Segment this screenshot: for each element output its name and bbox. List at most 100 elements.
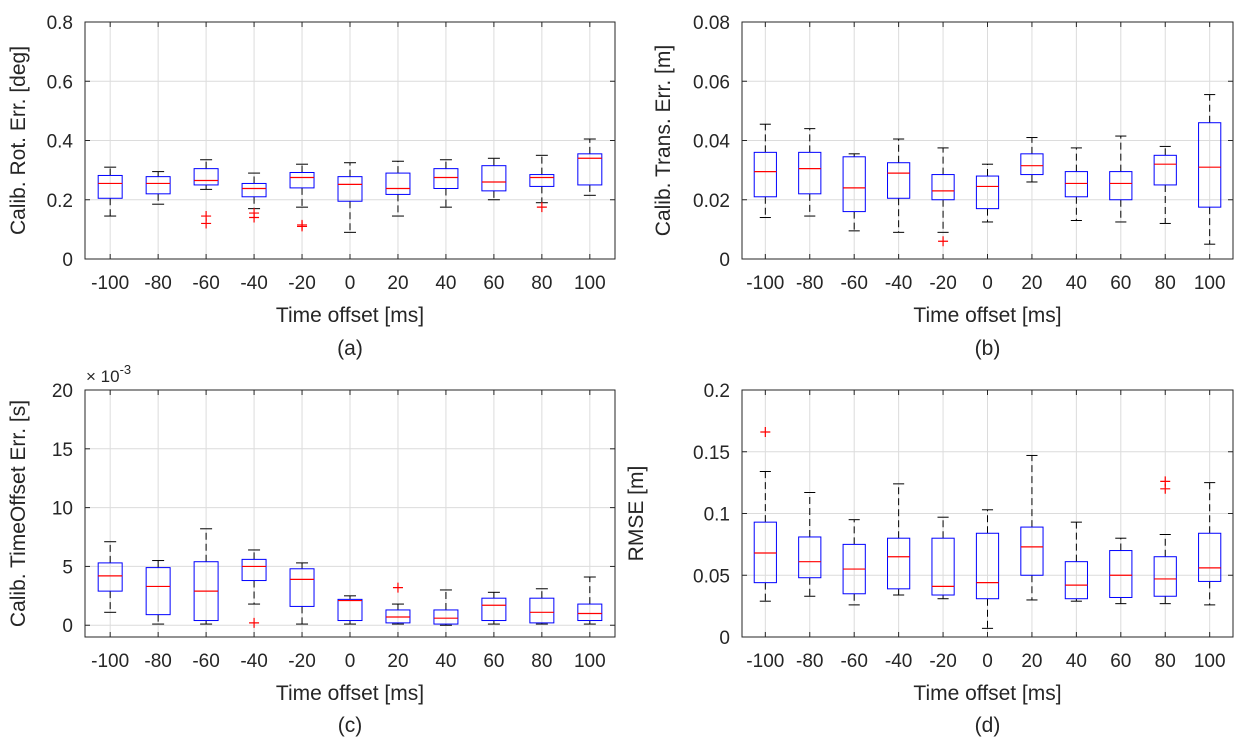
outlier-marker [536,202,547,213]
y-tick-label: 0.1 [704,505,730,526]
box--60 [193,159,219,229]
iqr-box [97,174,123,199]
box--100 [97,541,123,613]
iqr-box [529,174,555,187]
box-60 [481,591,507,625]
y-tick-label: 0 [719,628,730,649]
iqr-box [887,162,911,199]
box-40 [433,159,459,208]
y-tick-label: 0.08 [693,13,730,34]
outlier-marker [201,218,212,229]
outlier-marker [297,221,308,232]
chart-panel-d: 0 0.05 0.1 0.15 0.2 -100 -80 -60 -40 -20 0 20 40 60 80… [625,381,1234,737]
iqr-box [145,176,171,195]
y-axis-label: Calib. Rot. Err. [deg] [7,46,30,235]
x-tick-label: -20 [288,273,315,294]
y-tick-label: 0 [719,250,730,271]
iqr-box [481,597,507,622]
x-tick-label: 40 [1066,273,1087,294]
iqr-box [337,598,363,622]
iqr-box [385,172,411,195]
iqr-box [1064,561,1088,600]
iqr-box [97,562,123,592]
x-tick-label: 40 [435,651,456,672]
x-tick-label: 80 [1155,651,1176,672]
outlier-marker [760,426,771,437]
box-80 [1153,476,1177,605]
x-tick-label: 0 [982,273,993,294]
iqr-box [931,537,955,596]
iqr-box [577,153,603,186]
x-tick-label: 80 [1155,273,1176,294]
iqr-box [1198,532,1222,582]
x-tick-label: 100 [574,273,606,294]
panel-caption: (b) [975,337,1001,360]
y-tick-label: 0.8 [47,13,73,34]
box-0 [975,163,1000,223]
box-20 [1020,137,1044,183]
panel-caption: (c) [338,714,363,737]
x-tick-label: 0 [345,651,356,672]
iqr-box [753,151,777,198]
box--20 [931,147,955,247]
box--60 [842,519,866,606]
y-tick-label: 10 [52,499,73,520]
iqr-box [842,156,866,213]
y-tick-label: 0.2 [704,381,730,402]
box--40 [887,483,911,596]
y-tick-label: 0.05 [693,566,730,587]
y-tick-label: 5 [62,557,73,578]
iqr-box [1064,171,1088,198]
box--80 [145,171,171,205]
x-tick-label: -60 [192,273,219,294]
x-tick-label: 100 [574,651,606,672]
x-tick-label: 20 [387,273,408,294]
panel-caption: (a) [337,337,363,360]
x-tick-label: -60 [840,651,867,672]
y-tick-label: 0.4 [47,132,74,153]
iqr-box [241,182,267,198]
x-tick-label: -100 [746,651,784,672]
chart-panel-c: 0 5 10 15 20 -100 -80 -60 -40 -20 0 20 40 60 80 100 Time… [7,362,616,737]
x-tick-label: -20 [288,651,315,672]
box-60 [1109,537,1133,605]
box-0 [337,162,363,233]
iqr-box [1109,550,1133,598]
x-tick-label: -80 [796,651,823,672]
box-20 [385,582,411,625]
x-tick-label: 20 [1021,273,1042,294]
axis-exponent-label: × 10-3 [86,362,131,386]
x-axis-label: Time offset [ms] [913,304,1061,327]
y-tick-label: 0.06 [693,72,730,93]
y-axis-label: RMSE [m] [625,466,648,562]
iqr-box [798,151,822,195]
box-40 [433,589,459,626]
x-tick-label: -40 [240,651,267,672]
box-60 [481,157,507,201]
x-tick-label: -20 [929,273,956,294]
x-tick-label: 40 [435,273,456,294]
box-40 [1064,521,1088,602]
box-20 [1020,454,1044,601]
box--80 [798,128,822,217]
iqr-box [193,168,219,186]
x-tick-label: -100 [91,273,129,294]
iqr-box [289,171,315,189]
iqr-box [1020,526,1044,576]
x-tick-label: -80 [144,651,171,672]
box--40 [241,172,267,223]
x-tick-label: -80 [796,273,823,294]
iqr-box [1020,153,1044,176]
box--60 [193,528,219,625]
x-axis-label: Time offset [ms] [913,682,1061,705]
chart-panel-b: 0 0.02 0.04 0.06 0.08 -100 -80 -60 -40 -20 0 20 40 60… [652,13,1234,360]
y-tick-label: 0.04 [693,132,730,153]
box-20 [385,160,411,217]
x-tick-label: -100 [746,273,784,294]
box-60 [1109,135,1133,223]
x-tick-label: 100 [1194,273,1226,294]
x-tick-label: -40 [885,273,912,294]
y-tick-label: 0 [62,616,73,637]
x-tick-label: 0 [345,273,356,294]
